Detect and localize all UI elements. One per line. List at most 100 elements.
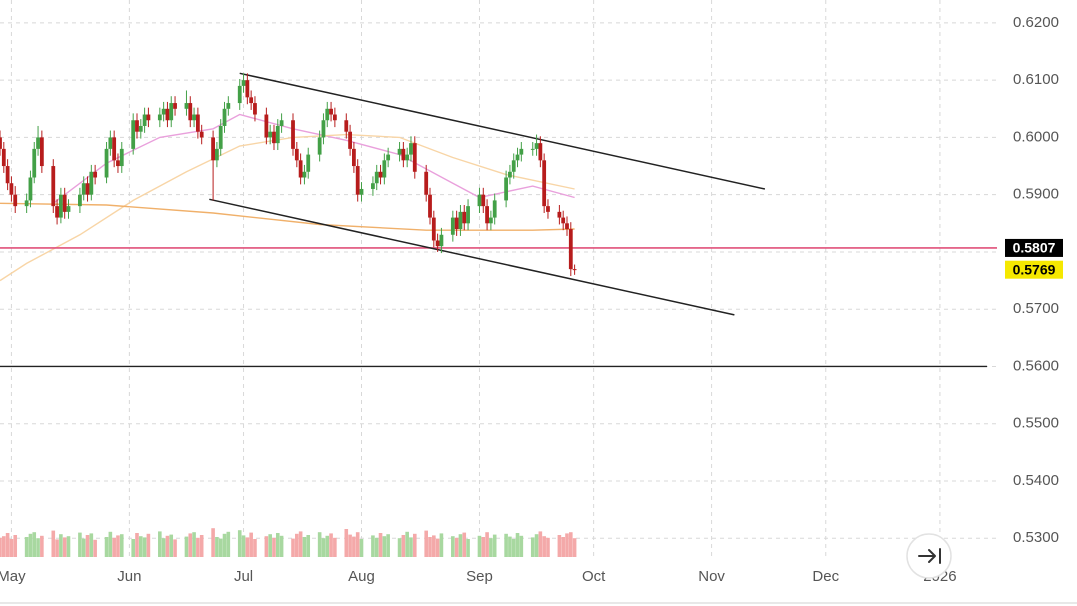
volume-bar xyxy=(405,531,409,557)
candle-body xyxy=(439,234,444,247)
x-tick-label: Dec xyxy=(812,568,839,585)
volume-bar xyxy=(374,537,379,557)
candle-body xyxy=(371,183,375,189)
candle-body xyxy=(39,137,44,167)
candle-body xyxy=(226,103,231,109)
volume-bar xyxy=(9,539,14,557)
volume-bar xyxy=(85,535,90,557)
volume-bar xyxy=(275,533,280,557)
candle-body xyxy=(409,143,413,155)
candle-body xyxy=(412,143,417,172)
volume-bar xyxy=(249,532,253,557)
volume-bar xyxy=(489,538,493,557)
trend-line xyxy=(239,72,766,190)
volume-bar xyxy=(51,530,56,557)
volume-bar xyxy=(397,538,402,557)
candle-body xyxy=(477,194,482,207)
volume-bar xyxy=(333,537,337,557)
volume-bar xyxy=(135,533,139,557)
candle-body xyxy=(112,137,117,161)
volume-bar xyxy=(169,534,174,557)
candle-body xyxy=(538,143,543,161)
x-tick-label: Jun xyxy=(117,568,141,585)
candle-body xyxy=(481,194,486,207)
volume-bar xyxy=(112,537,116,557)
candle-body xyxy=(386,154,391,161)
candle-body xyxy=(188,103,193,121)
volume-bar xyxy=(481,537,486,557)
candle-body xyxy=(108,137,113,149)
volume-bar xyxy=(93,539,97,557)
volume-bar xyxy=(435,538,440,557)
y-tick-label: 0.5400 xyxy=(1013,472,1059,489)
candle-body xyxy=(215,148,219,161)
candle-body xyxy=(462,211,467,224)
candle-body xyxy=(131,120,136,149)
candle-body xyxy=(561,217,566,224)
candle-body xyxy=(218,125,223,149)
volume-bar xyxy=(218,538,223,557)
candle-body xyxy=(222,108,227,126)
volume-bar xyxy=(241,535,246,557)
candle-body xyxy=(530,148,535,150)
candle-body xyxy=(374,171,379,184)
x-tick-label: May xyxy=(0,568,26,585)
candle-body xyxy=(237,85,242,104)
y-tick-label: 0.5900 xyxy=(1013,186,1059,203)
volume-bar xyxy=(462,532,467,557)
volume-bar xyxy=(561,537,565,557)
y-tick-label: 0.5600 xyxy=(1013,357,1059,374)
candle-body xyxy=(458,211,463,230)
candle-body xyxy=(424,171,429,195)
candle-body xyxy=(428,194,432,218)
volume-bar xyxy=(32,532,37,557)
volume-bar xyxy=(272,537,276,557)
scroll-to-latest-button[interactable] xyxy=(906,533,952,579)
y-tick-label: 0.6100 xyxy=(1013,71,1059,88)
candle-body xyxy=(279,120,284,126)
volume-bar xyxy=(211,528,215,557)
price-tag xyxy=(1005,238,1063,257)
candle-body xyxy=(104,148,109,178)
price-tag-label: 0.5807 xyxy=(1013,240,1056,256)
volume-bar xyxy=(158,531,162,557)
volume-bar xyxy=(466,539,470,557)
candle-body xyxy=(351,148,356,167)
candle-body xyxy=(146,114,151,121)
candle-body xyxy=(504,177,509,201)
volume-bar xyxy=(378,533,383,557)
volume-bar xyxy=(382,536,387,557)
candle-body xyxy=(89,171,94,195)
candle-body xyxy=(272,131,276,144)
volume-bar xyxy=(508,536,512,557)
candle-body xyxy=(116,160,120,167)
volume-bar xyxy=(530,537,535,557)
candle-body xyxy=(511,160,516,172)
candle-body xyxy=(135,120,139,132)
candle-body xyxy=(275,125,280,144)
volume-bar xyxy=(504,533,508,557)
volume-bar xyxy=(325,535,330,557)
candle-body xyxy=(348,131,352,149)
volume-bar xyxy=(321,538,326,557)
volume-bar xyxy=(253,539,257,557)
candle-body xyxy=(344,120,349,132)
volume-bar xyxy=(359,539,364,557)
candle-body xyxy=(81,183,86,195)
volume-bar xyxy=(199,535,204,557)
volume-bar xyxy=(5,533,10,557)
candle-body xyxy=(28,177,33,201)
volume-bar xyxy=(302,537,307,557)
candle-body xyxy=(317,137,322,155)
candle-body xyxy=(382,160,387,178)
volume-bar xyxy=(40,535,44,557)
volume-bar xyxy=(138,536,143,557)
candle-body xyxy=(485,206,489,224)
volume-bar xyxy=(226,531,231,557)
volume-bar xyxy=(515,533,520,557)
volume-bar xyxy=(534,534,539,557)
volume-bar xyxy=(55,539,59,557)
candle-body xyxy=(329,108,333,115)
x-tick-label: Sep xyxy=(466,568,493,585)
